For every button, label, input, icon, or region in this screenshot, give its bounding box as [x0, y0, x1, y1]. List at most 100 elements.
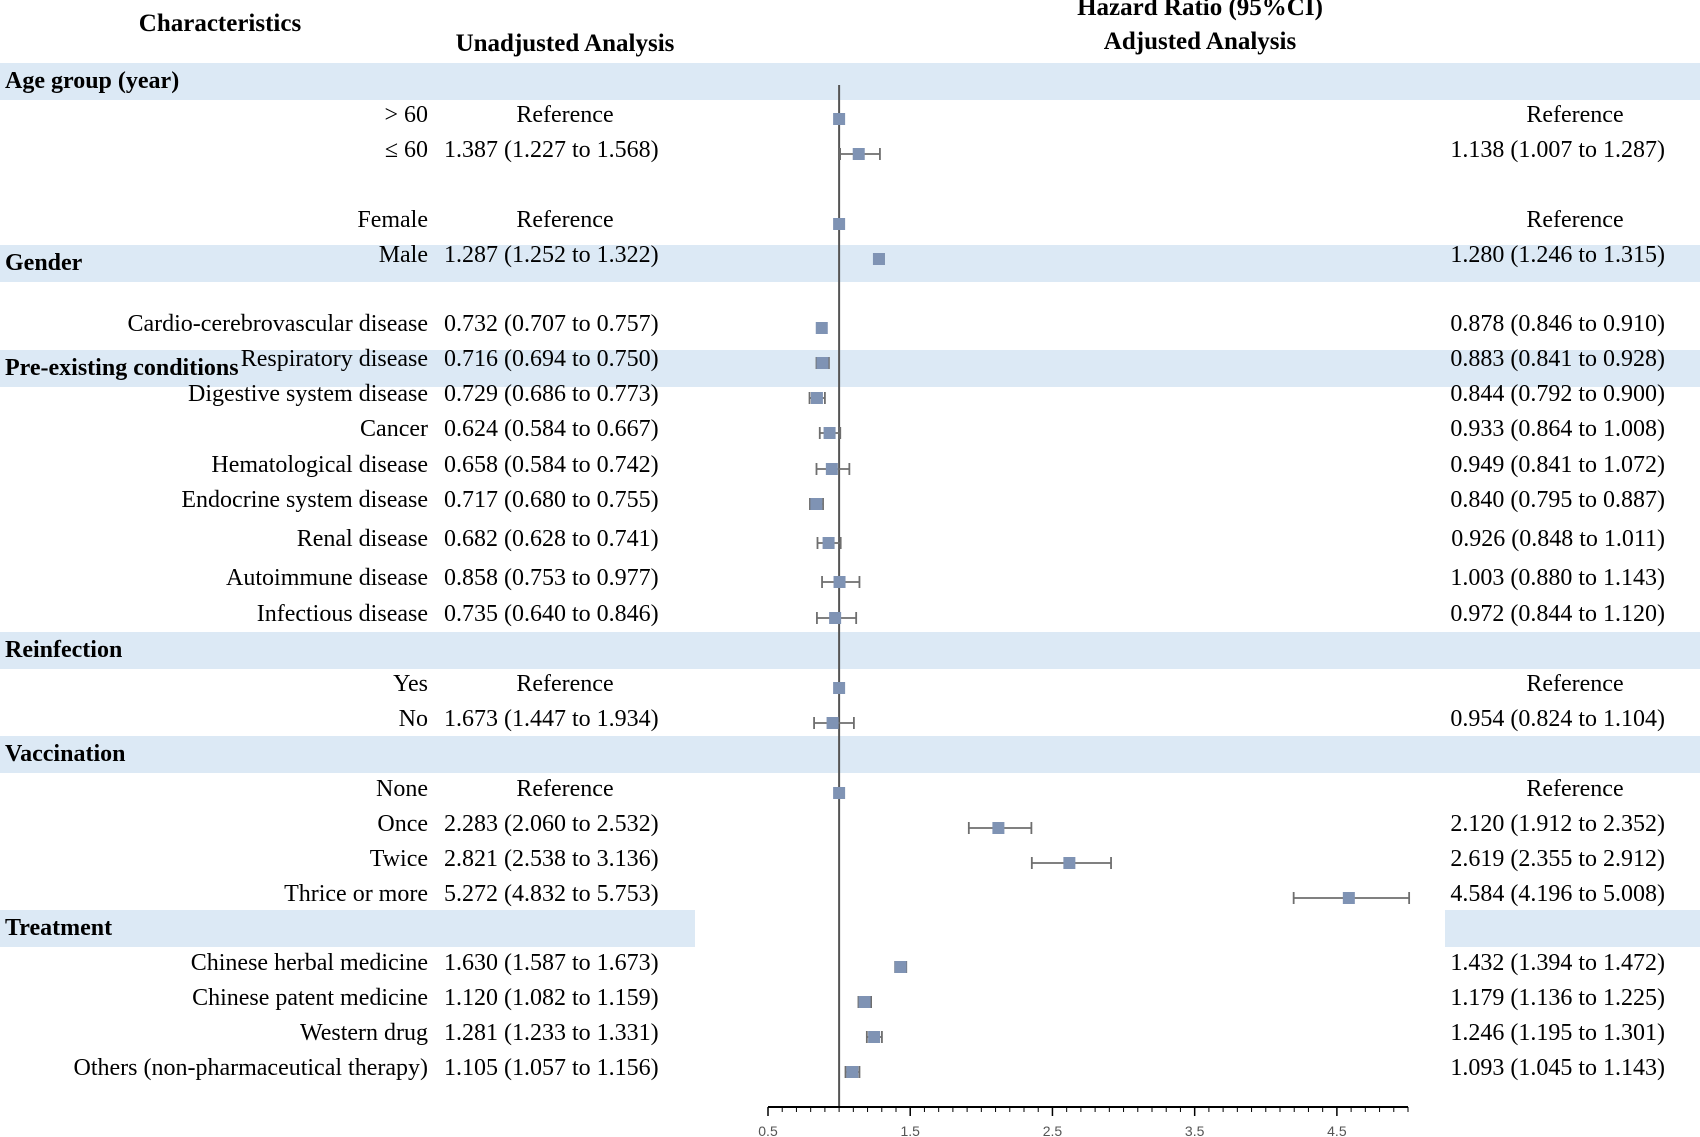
adjusted-value: 1.179 (1.136 to 1.225)	[1450, 985, 1665, 1011]
hr-point	[868, 1031, 881, 1043]
adjusted-value: 0.878 (0.846 to 0.910)	[1450, 311, 1665, 337]
adjusted-value: 1.246 (1.195 to 1.301)	[1450, 1020, 1665, 1046]
section-header: Pre-existing conditions	[5, 355, 239, 381]
hr-point	[822, 537, 835, 549]
adjusted-header: Adjusted Analysis	[1103, 28, 1297, 55]
x-tick-label: 3.5	[1185, 1123, 1205, 1137]
adjusted-value: Reference	[1526, 671, 1624, 697]
section-header: Vaccination	[5, 741, 126, 767]
section-band	[0, 736, 1700, 773]
row-label: Male	[378, 242, 428, 268]
adjusted-value: 0.840 (0.795 to 0.887)	[1450, 487, 1665, 513]
section-header: Reinfection	[5, 637, 123, 663]
row-label: Others (non-pharmaceutical therapy)	[73, 1055, 428, 1081]
unadjusted-value: 1.673 (1.447 to 1.934)	[444, 706, 659, 732]
unadjusted-value: 0.658 (0.584 to 0.742)	[444, 452, 659, 478]
hr-point	[825, 463, 838, 475]
row-label: Chinese patent medicine	[192, 985, 428, 1011]
unadjusted-value: 0.735 (0.640 to 0.846)	[444, 601, 659, 627]
adjusted-value: 0.954 (0.824 to 1.104)	[1450, 706, 1665, 732]
row-label: None	[376, 776, 428, 802]
row-label: Autoimmune disease	[226, 565, 428, 591]
adjusted-value: Reference	[1526, 776, 1624, 802]
adjusted-value: 2.120 (1.912 to 2.352)	[1450, 811, 1665, 837]
unadjusted-value: Reference	[516, 102, 614, 128]
hr-point	[829, 612, 842, 624]
hr-point	[833, 787, 846, 799]
adjusted-value: 1.093 (1.045 to 1.143)	[1450, 1055, 1665, 1081]
unadjusted-value: Reference	[516, 776, 614, 802]
hr-point	[1063, 857, 1076, 869]
adjusted-value: 1.138 (1.007 to 1.287)	[1450, 137, 1665, 163]
row-label: Renal disease	[296, 526, 428, 552]
section-band	[0, 632, 1700, 669]
adjusted-value: 0.883 (0.841 to 0.928)	[1450, 346, 1665, 372]
unadjusted-value: 1.281 (1.233 to 1.331)	[444, 1020, 659, 1046]
hazard-ratio-header: Hazard Ratio (95%CI)	[1077, 0, 1323, 21]
row-label: Western drug	[299, 1020, 428, 1046]
adjusted-value: 1.280 (1.246 to 1.315)	[1450, 242, 1665, 268]
section-band	[0, 245, 1700, 282]
row-label: Yes	[393, 671, 428, 697]
adjusted-value: Reference	[1526, 102, 1624, 128]
unadjusted-value: 1.387 (1.227 to 1.568)	[444, 137, 659, 163]
unadjusted-value: 2.283 (2.060 to 2.532)	[444, 811, 659, 837]
adjusted-value: 0.844 (0.792 to 0.900)	[1450, 381, 1665, 407]
section-header: Treatment	[5, 915, 113, 941]
section-band-right	[1445, 910, 1700, 947]
hr-point	[872, 253, 885, 265]
row-label: Endocrine system disease	[181, 487, 428, 513]
unadjusted-value: 0.624 (0.584 to 0.667)	[444, 416, 659, 442]
unadjusted-value: 0.729 (0.686 to 0.773)	[444, 381, 659, 407]
hr-point	[833, 218, 846, 230]
hr-point	[815, 322, 828, 334]
section-band	[0, 350, 1700, 387]
unadjusted-value: 1.105 (1.057 to 1.156)	[444, 1055, 659, 1081]
adjusted-value: Reference	[1526, 207, 1624, 233]
section-band	[0, 63, 1700, 100]
section-band	[0, 910, 695, 947]
x-tick-label: 1.5	[900, 1123, 920, 1137]
row-label: Twice	[369, 846, 428, 872]
row-label: Once	[377, 811, 428, 837]
hr-point	[858, 996, 871, 1008]
hr-point	[846, 1066, 859, 1078]
x-tick-label: 0.5	[758, 1123, 778, 1137]
row-label: Digestive system disease	[188, 381, 428, 407]
row-label: Female	[357, 207, 428, 233]
unadjusted-value: 0.732 (0.707 to 0.757)	[444, 311, 659, 337]
characteristics-header: Characteristics	[138, 10, 302, 37]
hr-point	[992, 822, 1005, 834]
adjusted-value: 0.972 (0.844 to 1.120)	[1450, 601, 1665, 627]
section-header: Age group (year)	[5, 68, 180, 94]
adjusted-value: 0.926 (0.848 to 1.011)	[1451, 526, 1665, 552]
row-label: No	[398, 706, 428, 732]
adjusted-value: 0.949 (0.841 to 1.072)	[1450, 452, 1665, 478]
row-label: ≤ 60	[384, 137, 428, 163]
hr-point	[833, 113, 846, 125]
unadjusted-value: 5.272 (4.832 to 5.753)	[444, 881, 659, 907]
row-label: Hematological disease	[211, 452, 428, 478]
hr-point	[826, 717, 839, 729]
unadjusted-value: 1.120 (1.082 to 1.159)	[444, 985, 659, 1011]
row-label: Chinese herbal medicine	[190, 950, 428, 976]
adjusted-value: 2.619 (2.355 to 2.912)	[1450, 846, 1665, 872]
hr-point	[852, 148, 865, 160]
hr-point	[810, 392, 823, 404]
hr-point	[1342, 892, 1355, 904]
hr-point	[894, 961, 907, 973]
unadjusted-value: 1.630 (1.587 to 1.673)	[444, 950, 659, 976]
row-label: Cardio-cerebrovascular disease	[127, 311, 428, 337]
adjusted-value: 1.432 (1.394 to 1.472)	[1450, 950, 1665, 976]
row-label: Cancer	[360, 416, 428, 442]
row-label: Infectious disease	[256, 601, 428, 627]
row-label: > 60	[384, 102, 428, 128]
x-tick-label: 2.5	[1043, 1123, 1063, 1137]
unadjusted-value: 0.717 (0.680 to 0.755)	[444, 487, 659, 513]
adjusted-value: 1.003 (0.880 to 1.143)	[1450, 565, 1665, 591]
hr-point	[810, 498, 823, 510]
hr-point	[816, 357, 829, 369]
hr-point	[833, 682, 846, 694]
